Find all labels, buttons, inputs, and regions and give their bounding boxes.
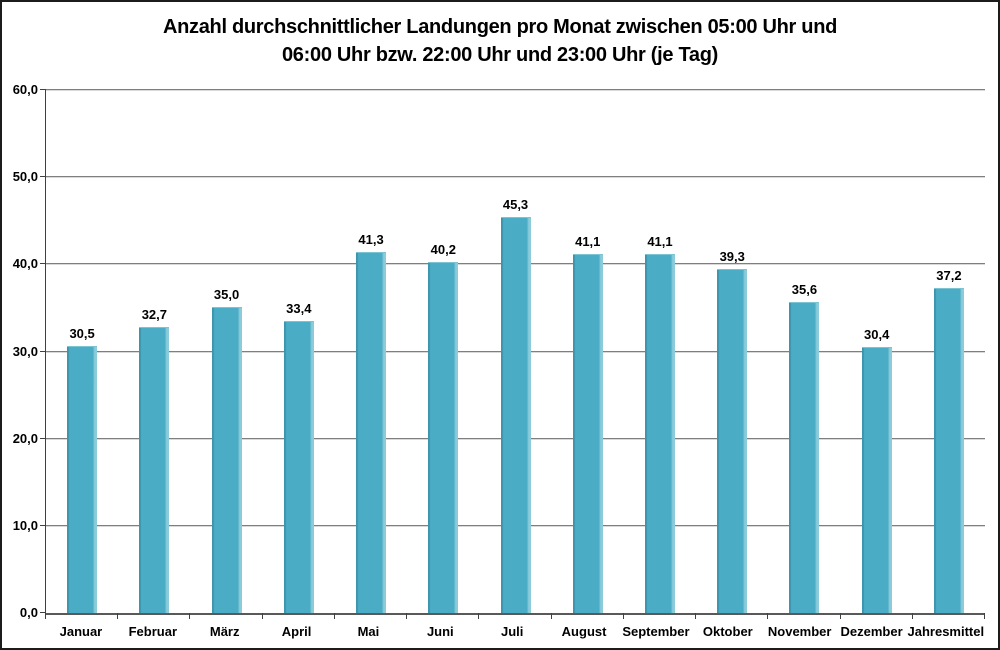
bar-slot: 37,2 xyxy=(913,90,985,613)
x-axis-tick xyxy=(767,613,769,619)
y-axis-tick xyxy=(40,176,46,178)
x-axis-tick xyxy=(478,613,480,619)
x-category-label: Februar xyxy=(128,624,178,639)
x-category-label: Jahresmittel xyxy=(907,624,985,639)
bar-value-label: 35,6 xyxy=(791,281,818,297)
bar-value-label: 33,4 xyxy=(286,300,312,316)
bar-slot: 41,1 xyxy=(552,90,624,613)
x-axis-tick xyxy=(117,613,119,619)
bar xyxy=(933,287,964,613)
bar-slot: 45,3 xyxy=(479,90,551,613)
y-axis-tick xyxy=(40,612,46,613)
x-category-label: Januar xyxy=(59,624,103,639)
bar xyxy=(428,261,459,613)
bar xyxy=(356,252,387,613)
bar xyxy=(789,301,820,613)
bar-slot: 33,4 xyxy=(263,90,335,613)
x-axis-tick xyxy=(695,613,697,619)
x-category-label: November xyxy=(767,624,832,639)
bar xyxy=(139,326,170,613)
x-axis-tick xyxy=(45,613,46,619)
x-category-label: Dezember xyxy=(840,624,903,639)
x-category-label: September xyxy=(622,624,690,639)
gridline xyxy=(46,89,985,90)
bar-value-label: 45,3 xyxy=(502,197,529,213)
y-axis-tick xyxy=(40,263,46,265)
bar-value-label: 32,7 xyxy=(141,306,167,322)
chart-title: Anzahl durchschnittlicher Landungen pro … xyxy=(2,13,998,69)
x-axis-tick xyxy=(189,613,191,619)
x-category-label: April xyxy=(281,624,312,639)
bar-value-label: 41,1 xyxy=(647,233,673,249)
chart-title-line-1: Anzahl durchschnittlicher Landungen pro … xyxy=(162,16,838,38)
bar xyxy=(572,253,603,613)
gridline xyxy=(46,176,985,178)
y-axis-tick xyxy=(40,89,46,90)
x-axis-tick xyxy=(333,613,335,619)
y-axis-tick xyxy=(40,524,46,526)
bar-value-label: 41,3 xyxy=(358,232,384,248)
bar-slot: 30,4 xyxy=(841,90,913,613)
bar-slot: 41,3 xyxy=(335,90,407,613)
bar-value-label: 30,5 xyxy=(69,326,95,342)
bar-value-label: 41,1 xyxy=(575,233,601,249)
x-axis-tick xyxy=(622,613,624,619)
bar xyxy=(644,253,675,613)
x-category-label: August xyxy=(561,624,607,639)
x-axis-labels: Januar Februar März April Mai Juni Juli August S… xyxy=(45,624,984,639)
bar-slot: 41,1 xyxy=(624,90,696,613)
bar-value-label: 39,3 xyxy=(719,249,745,265)
x-axis-tick xyxy=(406,613,408,619)
chart-title-line-2: 06:00 Uhr bzw. 22:00 Uhr und 23:00 Uhr (… xyxy=(281,44,718,66)
y-tick-label: 50,0 xyxy=(12,169,38,185)
bar-slot: 35,0 xyxy=(190,90,262,613)
y-tick-label: 0,0 xyxy=(19,605,38,620)
y-axis-tick xyxy=(40,350,46,352)
bar xyxy=(500,217,531,613)
bar-value-label: 35,0 xyxy=(213,286,240,302)
bar-slot: 39,3 xyxy=(696,90,768,613)
bar xyxy=(283,320,314,613)
bar-slot: 30,5 xyxy=(46,90,118,613)
x-axis-tick xyxy=(550,613,552,619)
bar-slot: 40,2 xyxy=(407,90,479,613)
x-category-label: Mai xyxy=(357,624,380,639)
bar xyxy=(211,306,242,613)
bar xyxy=(717,269,748,613)
bar-slot: 32,7 xyxy=(118,90,190,613)
bar-value-label: 40,2 xyxy=(430,241,456,257)
x-category-label: März xyxy=(209,624,240,639)
x-category-label: Juli xyxy=(500,624,524,639)
plot-area: 30,5 32,7 35,0 33,4 41,3 40,2 45,3 41,1 41,1 39,3… xyxy=(40,89,985,619)
y-axis-tick xyxy=(40,437,46,439)
y-tick-label: 30,0 xyxy=(12,343,38,359)
x-axis-tick xyxy=(261,613,263,619)
y-axis-labels: 0,0 10,0 20,0 30,0 40,0 50,0 60,0 xyxy=(2,82,38,620)
bar xyxy=(67,346,98,613)
x-category-label: Oktober xyxy=(702,624,753,639)
bars-layer: 30,5 32,7 35,0 33,4 41,3 40,2 45,3 41,1 41,1 39,3… xyxy=(46,90,985,613)
bar-slot: 35,6 xyxy=(768,90,840,613)
y-tick-label: 10,0 xyxy=(12,517,38,533)
x-axis-tick xyxy=(839,613,841,619)
y-tick-label: 40,0 xyxy=(12,256,38,272)
x-axis-tick xyxy=(984,613,985,619)
x-category-label: Juni xyxy=(426,624,454,639)
y-tick-label: 20,0 xyxy=(12,430,38,446)
x-axis-tick xyxy=(911,613,913,619)
bar xyxy=(861,347,892,613)
bar-value-label: 30,4 xyxy=(864,327,890,343)
y-tick-label: 60,0 xyxy=(12,82,38,97)
bar-value-label: 37,2 xyxy=(936,267,962,283)
